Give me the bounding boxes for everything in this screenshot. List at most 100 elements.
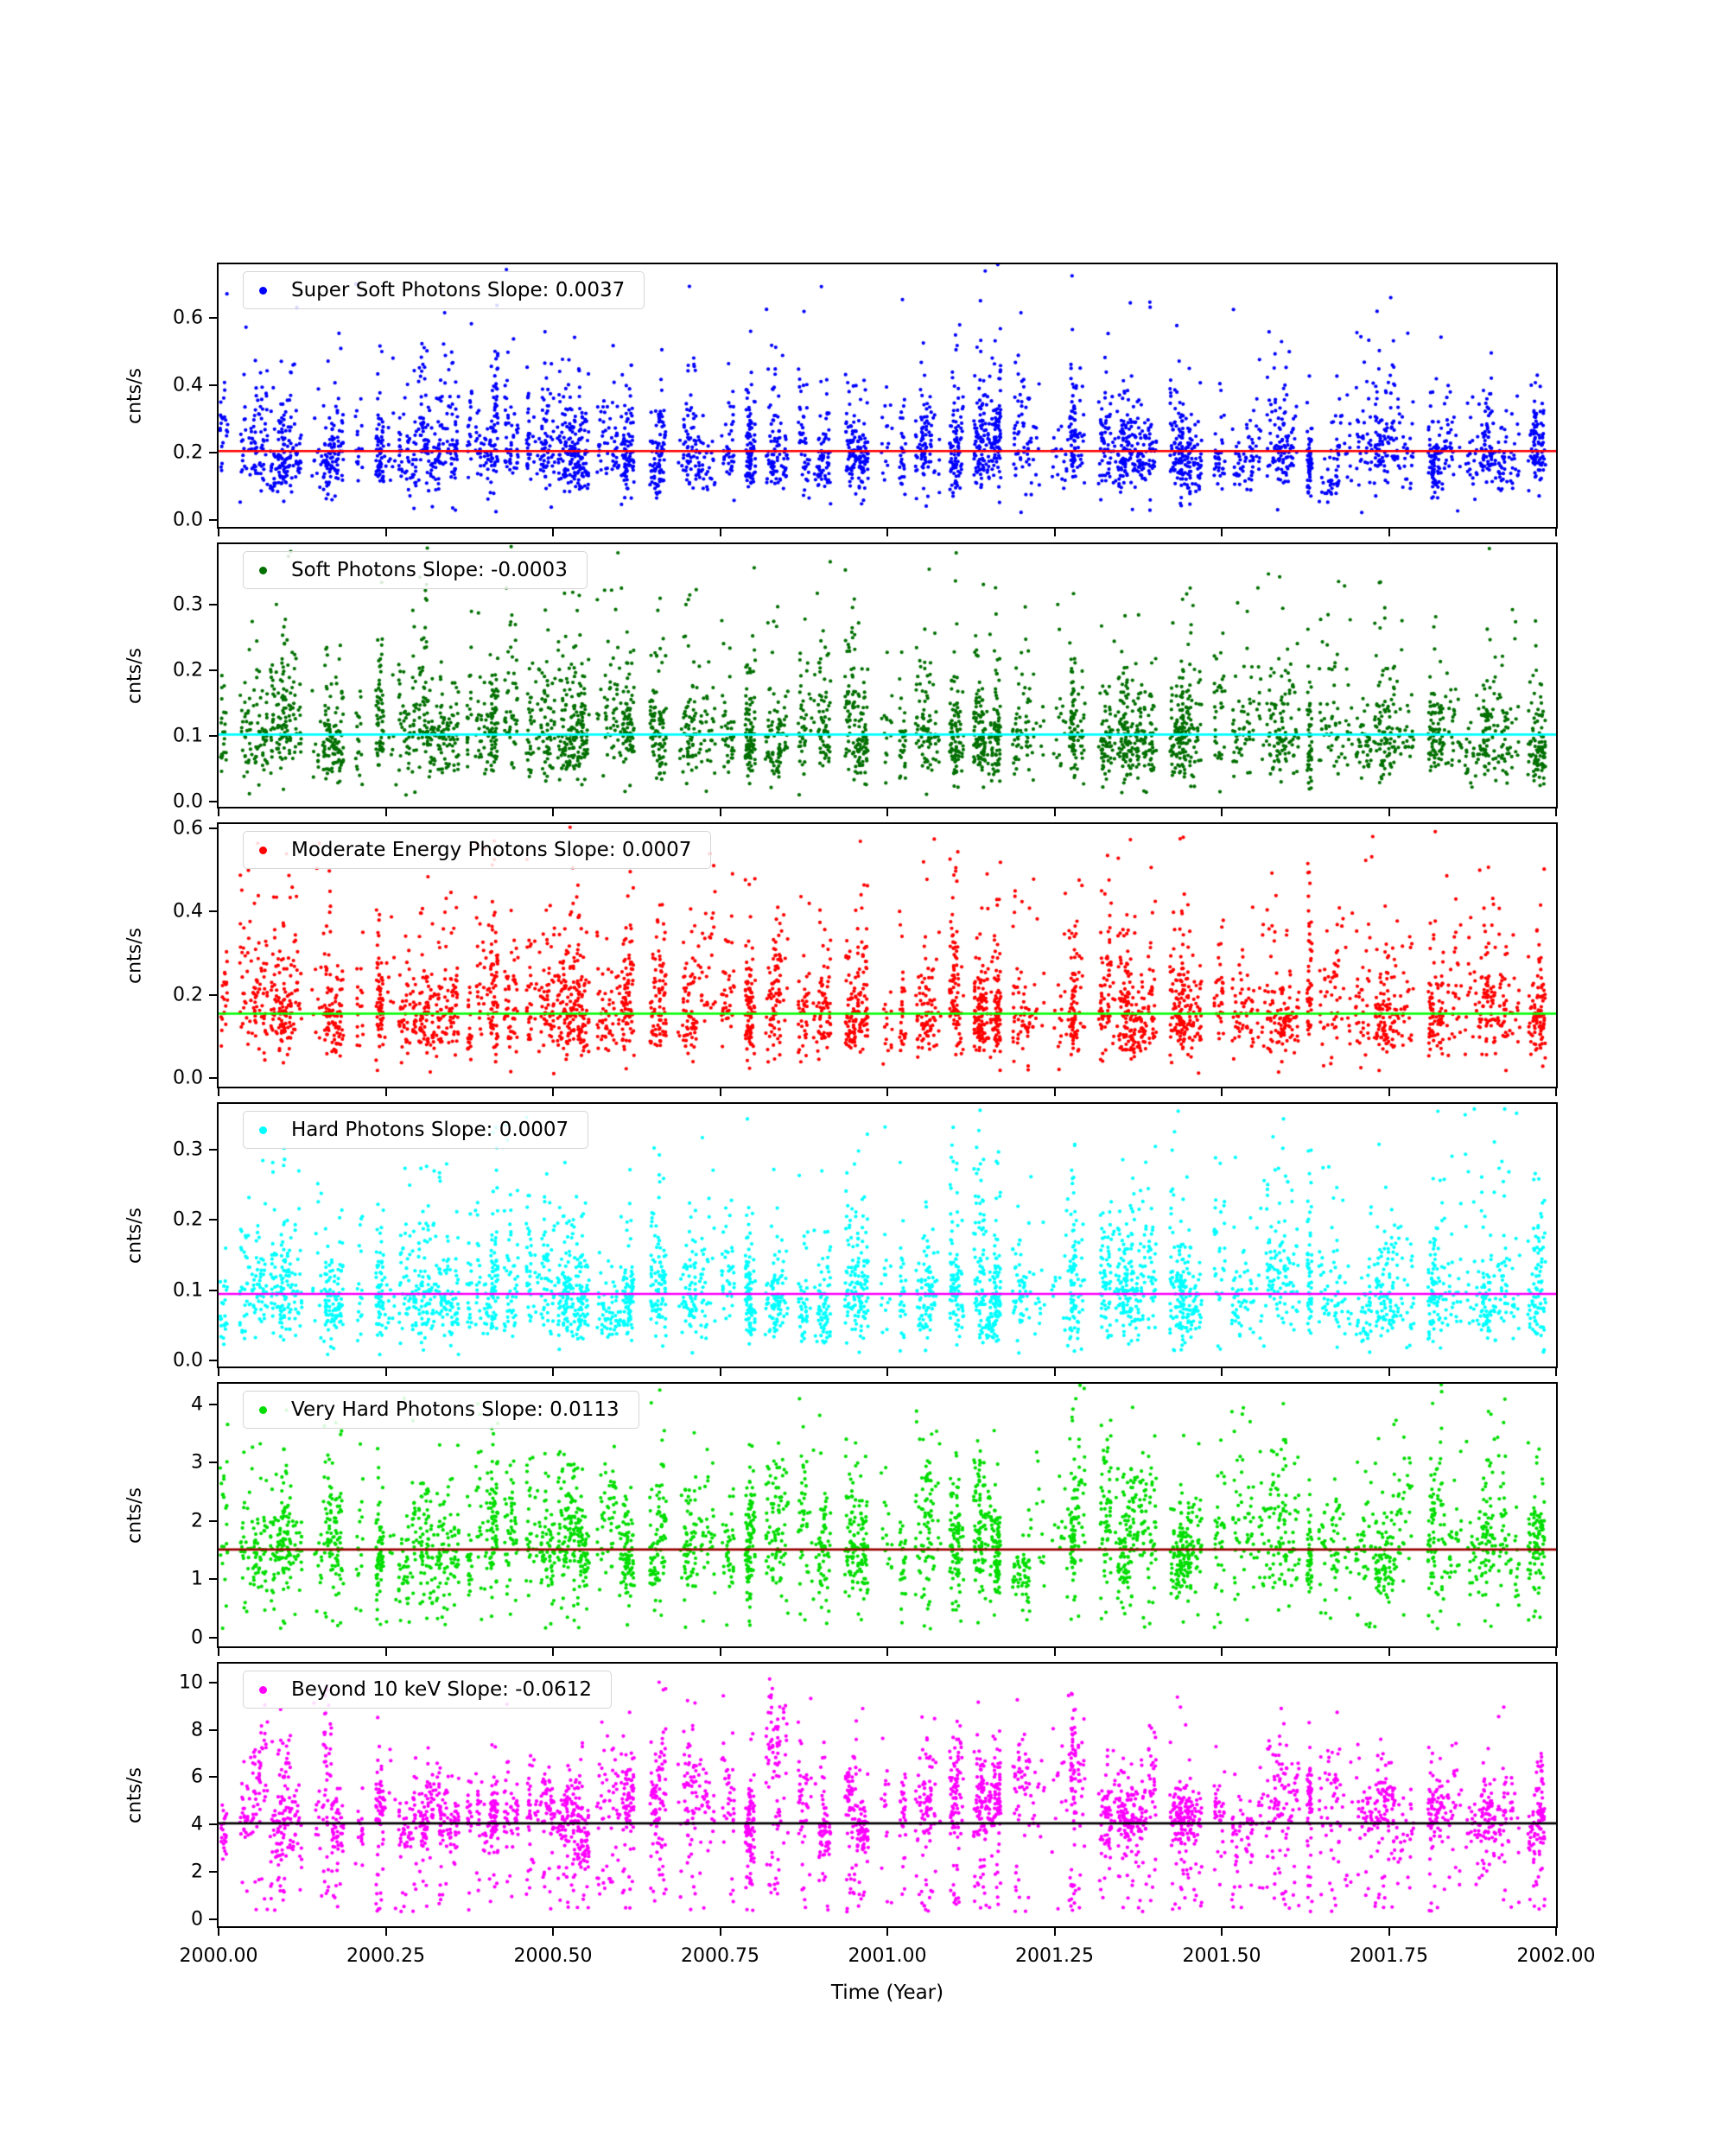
y-axis-label: cnts/s — [124, 367, 146, 424]
x-tick-label: 2000.50 — [513, 1945, 593, 1967]
y-tick-label: 1 — [191, 1568, 203, 1590]
legend: Beyond 10 keV Slope: -0.0612 — [243, 1671, 613, 1709]
y-tick-label: 0.0 — [173, 509, 203, 531]
y-tick-mark — [209, 384, 217, 387]
x-tick-label: 2000.25 — [346, 1945, 425, 1967]
y-tick-mark — [209, 1578, 217, 1581]
x-tick-mark — [552, 1648, 554, 1656]
y-tick-label: 0.3 — [173, 593, 203, 616]
x-tick-mark — [218, 529, 219, 536]
x-tick-mark — [1053, 1928, 1056, 1936]
y-tick-label: 0.2 — [173, 659, 203, 682]
y-tick-label: 0 — [191, 1908, 203, 1931]
legend-marker-icon — [259, 846, 267, 854]
x-tick-mark — [1053, 1088, 1056, 1096]
x-tick-mark — [552, 1088, 554, 1096]
y-tick-mark — [209, 1776, 217, 1779]
x-tick-mark — [384, 1648, 387, 1656]
y-tick-mark — [209, 1519, 217, 1522]
x-tick-mark — [1388, 1368, 1390, 1376]
x-tick-mark — [719, 1928, 721, 1936]
x-tick-mark — [719, 529, 721, 536]
x-tick-mark — [384, 529, 387, 536]
y-axis-label: cnts/s — [124, 1766, 146, 1823]
x-tick-mark — [1053, 1648, 1056, 1656]
y-axis-label: cnts/s — [124, 1207, 146, 1264]
x-tick-mark — [886, 1928, 888, 1936]
y-tick-label: 0.1 — [173, 725, 203, 747]
y-tick-mark — [209, 734, 217, 737]
y-tick-label: 4 — [191, 1393, 203, 1416]
scatter-canvas-soft — [217, 542, 1558, 808]
y-tick-label: 0.6 — [173, 307, 203, 329]
legend-label: Very Hard Photons Slope: 0.0113 — [291, 1398, 619, 1421]
y-tick-label: 2 — [191, 1861, 203, 1883]
y-tick-mark — [209, 1360, 217, 1362]
x-tick-mark — [1388, 1648, 1390, 1656]
x-tick-mark — [384, 1368, 387, 1376]
scatter-canvas-hard — [217, 1102, 1558, 1368]
subplot-super-soft-photons: Super Soft Photons Slope: 0.0037 cnts/s … — [124, 263, 1558, 536]
x-tick-mark — [1555, 529, 1557, 536]
legend-marker-icon — [259, 1685, 267, 1694]
legend-label: Beyond 10 keV Slope: -0.0612 — [291, 1678, 593, 1701]
x-tick-mark — [218, 1088, 219, 1096]
x-tick-label: 2001.25 — [1015, 1945, 1094, 1967]
subplot-hard-photons: Hard Photons Slope: 0.0007 cnts/s 0.0 0.1… — [124, 1102, 1558, 1376]
y-tick-label: 0.2 — [173, 984, 203, 1006]
legend-marker-icon — [259, 1126, 267, 1134]
legend: Super Soft Photons Slope: 0.0037 — [243, 271, 645, 309]
x-tick-mark — [1221, 1928, 1223, 1936]
y-tick-mark — [209, 317, 217, 320]
y-tick-mark — [209, 1219, 217, 1221]
x-tick-mark — [1388, 529, 1390, 536]
legend-marker-icon — [259, 286, 267, 295]
x-tick-mark — [384, 1088, 387, 1096]
y-tick-label: 4 — [191, 1813, 203, 1836]
y-tick-label: 8 — [191, 1719, 203, 1741]
x-tick-label: 2000.00 — [179, 1945, 258, 1967]
y-tick-label: 0.3 — [173, 1138, 203, 1161]
legend-marker-icon — [259, 1405, 267, 1414]
x-tick-mark — [1388, 1088, 1390, 1096]
x-tick-mark — [886, 1368, 888, 1376]
y-tick-mark — [209, 1681, 217, 1684]
subplot-moderate-energy-photons: Moderate Energy Photons Slope: 0.0007 cn… — [124, 817, 1558, 1096]
x-tick-mark — [218, 1368, 219, 1376]
x-tick-mark — [1221, 529, 1223, 536]
x-tick-mark — [719, 808, 721, 816]
y-tick-mark — [209, 1077, 217, 1080]
legend: Moderate Energy Photons Slope: 0.0007 — [243, 831, 712, 869]
legend: Very Hard Photons Slope: 0.0113 — [243, 1391, 639, 1429]
y-tick-label: 0.6 — [173, 817, 203, 840]
y-tick-label: 3 — [191, 1451, 203, 1474]
y-tick-mark — [209, 669, 217, 671]
x-tick-mark — [1053, 808, 1056, 816]
legend-marker-icon — [259, 566, 267, 574]
y-tick-mark — [209, 827, 217, 829]
x-tick-mark — [552, 808, 554, 816]
x-tick-mark — [552, 1368, 554, 1376]
y-tick-label: 0.0 — [173, 1349, 203, 1372]
subplot-soft-photons: Soft Photons Slope: -0.0003 cnts/s 0.0 0.… — [124, 542, 1558, 816]
x-tick-mark — [552, 529, 554, 536]
y-tick-label: 6 — [191, 1766, 203, 1788]
x-tick-label: 2001.00 — [848, 1945, 927, 1967]
y-tick-label: 0.0 — [173, 790, 203, 813]
x-tick-mark — [218, 1648, 219, 1656]
x-tick-mark — [552, 1928, 554, 1936]
y-tick-label: 0 — [191, 1627, 203, 1649]
y-tick-mark — [209, 452, 217, 454]
legend: Hard Photons Slope: 0.0007 — [243, 1111, 589, 1149]
x-tick-mark — [886, 529, 888, 536]
x-tick-mark — [218, 808, 219, 816]
y-tick-mark — [209, 519, 217, 522]
x-tick-mark — [719, 1648, 721, 1656]
y-tick-label: 0.2 — [173, 1208, 203, 1231]
x-tick-mark — [1555, 1088, 1557, 1096]
x-tick-mark — [1221, 808, 1223, 816]
subplot-very-hard-photons: Very Hard Photons Slope: 0.0113 cnts/s 0… — [124, 1382, 1558, 1656]
y-tick-mark — [209, 1728, 217, 1731]
legend-label: Moderate Energy Photons Slope: 0.0007 — [291, 839, 692, 861]
